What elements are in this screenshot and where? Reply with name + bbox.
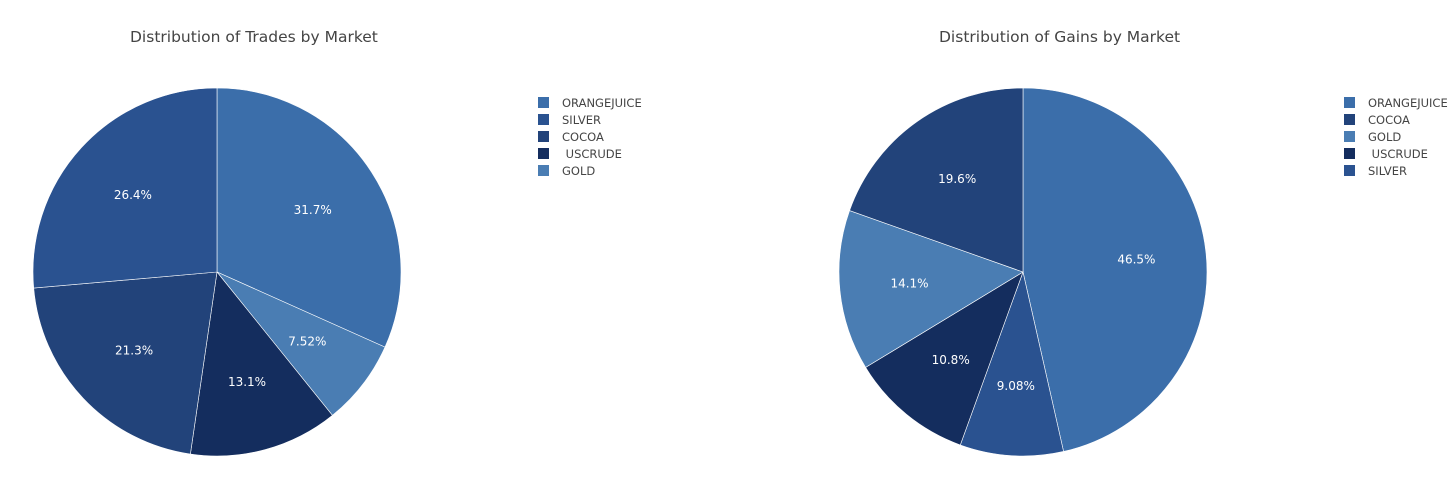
legend-swatch bbox=[1344, 165, 1355, 176]
legend-item-gold[interactable]: GOLD bbox=[1344, 128, 1448, 145]
legend-item-cocoa[interactable]: COCOA bbox=[538, 128, 642, 145]
pie-slice-uscrude[interactable] bbox=[865, 271, 1024, 446]
legend-label: ORANGEJUICE bbox=[1368, 95, 1448, 110]
legend-swatch bbox=[538, 148, 549, 159]
slice-label-orangejuice: 31.7% bbox=[294, 203, 332, 217]
legend-swatch bbox=[538, 165, 549, 176]
trades-pie-chart: 31.7% 7.52% 13.1% 21.3% 26.4% bbox=[32, 87, 402, 457]
slice-label-gold: 14.1% bbox=[890, 277, 928, 291]
slice-label-silver: 26.4% bbox=[114, 188, 152, 202]
legend-label: SILVER bbox=[1368, 163, 1407, 178]
legend-item-uscrude[interactable]: USCRUDE bbox=[538, 145, 642, 162]
slice-label-orangejuice: 46.5% bbox=[1117, 252, 1155, 266]
slice-label-cocoa: 21.3% bbox=[115, 343, 153, 357]
slice-label-cocoa: 19.6% bbox=[938, 172, 976, 186]
pie-slice-silver[interactable] bbox=[32, 87, 218, 289]
legend-swatch bbox=[1344, 131, 1355, 142]
legend-swatch bbox=[538, 131, 549, 142]
slice-label-gold: 7.52% bbox=[288, 335, 326, 349]
trades-pie-chart-panel: Distribution of Trades by Market 31.7% 7.… bbox=[32, 28, 642, 457]
gains-pie-chart: 46.5% 9.08% 10.8% 14.1% 19.6% bbox=[838, 87, 1208, 457]
legend-swatch bbox=[1344, 114, 1355, 125]
gains-pie-chart-panel: Distribution of Gains by Market 46.5% 9.0… bbox=[728, 0, 1456, 478]
legend-label: USCRUDE bbox=[1368, 146, 1428, 161]
legend-item-orangejuice[interactable]: ORANGEJUICE bbox=[538, 94, 642, 111]
legend-swatch bbox=[1344, 148, 1355, 159]
chart-title: Distribution of Gains by Market bbox=[939, 28, 1181, 46]
legend-label: COCOA bbox=[562, 129, 604, 144]
pie-slice-orangejuice[interactable] bbox=[1022, 87, 1208, 452]
pie-slice-gold[interactable] bbox=[838, 210, 1024, 368]
slice-label-silver: 9.08% bbox=[997, 379, 1035, 393]
legend-item-gold[interactable]: GOLD bbox=[538, 162, 642, 179]
legend-label: USCRUDE bbox=[562, 146, 622, 161]
legend-item-silver[interactable]: SILVER bbox=[1344, 162, 1448, 179]
legend-label: COCOA bbox=[1368, 112, 1410, 127]
pie-slice-silver[interactable] bbox=[959, 270, 1064, 457]
legend-item-silver[interactable]: SILVER bbox=[538, 111, 642, 128]
pie-slice-orangejuice[interactable] bbox=[216, 87, 402, 348]
legend-swatch bbox=[538, 114, 549, 125]
legend-item-orangejuice[interactable]: ORANGEJUICE bbox=[1344, 94, 1448, 111]
slice-label-uscrude: 13.1% bbox=[228, 375, 266, 389]
legend-label: GOLD bbox=[562, 163, 596, 178]
legend-item-uscrude[interactable]: USCRUDE bbox=[1344, 145, 1448, 162]
legend-label: SILVER bbox=[562, 112, 601, 127]
legend-label: GOLD bbox=[1368, 129, 1402, 144]
chart-title: Distribution of Trades by Market bbox=[130, 28, 378, 46]
pie-slice-cocoa[interactable] bbox=[849, 87, 1024, 273]
legend-item-cocoa[interactable]: COCOA bbox=[1344, 111, 1448, 128]
pie-slice-cocoa[interactable] bbox=[33, 271, 218, 455]
legend-swatch bbox=[538, 97, 549, 108]
slice-label-uscrude: 10.8% bbox=[932, 353, 970, 367]
pie-slice-uscrude[interactable] bbox=[190, 271, 333, 457]
legend: ORANGEJUICE SILVER COCOA USCRUDE GOLD bbox=[538, 94, 642, 179]
legend-swatch bbox=[1344, 97, 1355, 108]
legend-label: ORANGEJUICE bbox=[562, 95, 642, 110]
legend: ORANGEJUICE COCOA GOLD USCRUDE SILVER bbox=[1344, 94, 1448, 179]
